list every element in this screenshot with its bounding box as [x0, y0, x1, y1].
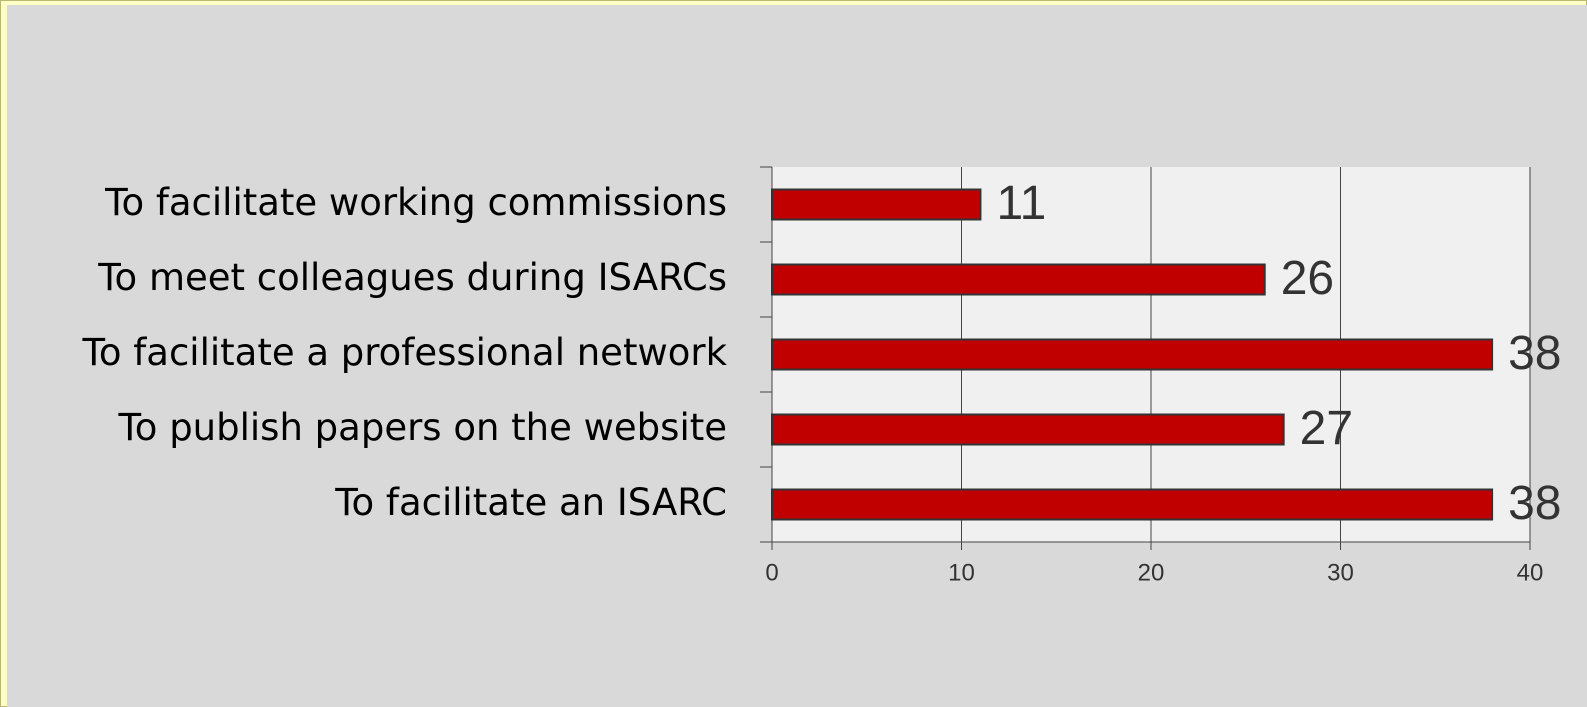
- value-label: 27: [1300, 402, 1353, 455]
- bar: [771, 188, 982, 221]
- value-label: 26: [1281, 252, 1334, 305]
- x-tick-label: 0: [765, 559, 778, 586]
- category-label: To facilitate a professional network: [82, 331, 728, 374]
- value-label: 38: [1508, 477, 1561, 530]
- category-label: To facilitate an ISARC: [334, 481, 727, 524]
- bar: [771, 263, 1266, 296]
- x-tick-label: 40: [1517, 559, 1544, 586]
- bar: [771, 488, 1494, 521]
- value-label: 38: [1508, 327, 1561, 380]
- bar: [771, 413, 1285, 446]
- x-tick-label: 20: [1138, 559, 1165, 586]
- value-label: 11: [996, 177, 1046, 230]
- x-tick-label: 10: [948, 559, 975, 586]
- category-label: To meet colleagues during ISARCs: [97, 256, 727, 299]
- category-label: To facilitate working commissions: [104, 181, 727, 224]
- category-label: To publish papers on the website: [117, 406, 727, 449]
- x-tick-label: 30: [1327, 559, 1354, 586]
- bar: [771, 338, 1494, 371]
